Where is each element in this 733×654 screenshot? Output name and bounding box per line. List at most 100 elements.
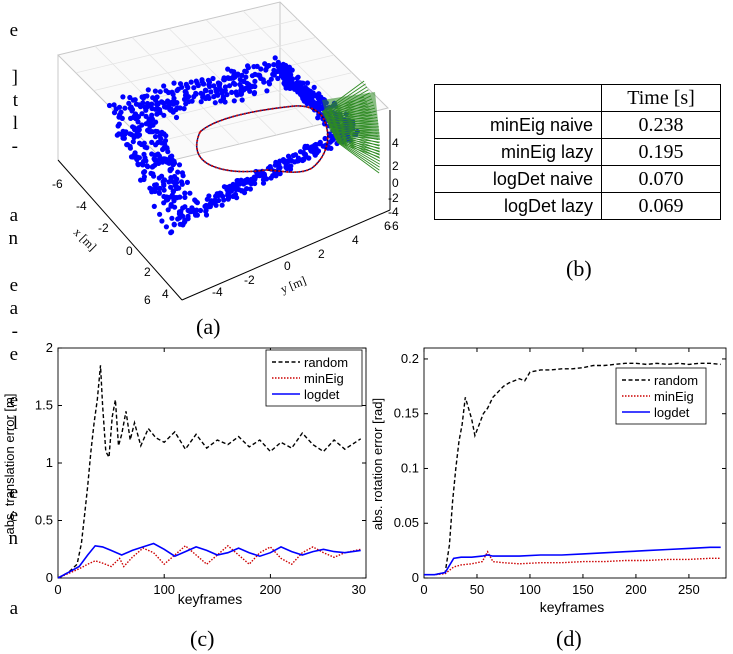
- point: [296, 158, 301, 163]
- point: [161, 83, 166, 88]
- point: [185, 214, 190, 219]
- x-tick-label: 200: [625, 582, 647, 597]
- point: [159, 218, 164, 223]
- point: [312, 143, 317, 148]
- point: [118, 110, 123, 115]
- point: [314, 149, 319, 154]
- point: [189, 80, 194, 85]
- point: [186, 94, 191, 99]
- point: [182, 195, 187, 200]
- x-tick-label: 50: [470, 582, 484, 597]
- translation-error-chart: 0 100 200 30 0 0.5 1 1.5 2 keyframes abs…: [0, 336, 370, 626]
- point: [266, 80, 271, 85]
- y-tick-label: 0.1: [401, 460, 419, 475]
- point: [180, 182, 185, 187]
- point: [134, 102, 139, 107]
- point: [255, 64, 260, 69]
- x-tick: -6: [52, 177, 63, 191]
- point: [152, 183, 157, 188]
- point: [195, 81, 200, 86]
- z-tick: -6: [388, 219, 399, 233]
- point: [153, 142, 158, 147]
- point: [150, 95, 155, 100]
- y-tick-label: 0.2: [401, 351, 419, 366]
- z-tick: 2: [392, 159, 399, 173]
- point: [187, 191, 192, 196]
- frustum-edge: [336, 141, 379, 154]
- point: [164, 105, 169, 110]
- point: [168, 168, 173, 173]
- caption-c: (c): [190, 626, 214, 652]
- point: [249, 84, 254, 89]
- y-tick: -4: [212, 285, 223, 299]
- margin-fragment: ]: [12, 67, 18, 89]
- point: [199, 99, 204, 104]
- point: [129, 154, 134, 159]
- point: [231, 69, 236, 74]
- x-tick-label: 200: [260, 582, 282, 597]
- x-axis-ticks: -6 -4 -2 0 2 4 6: [52, 177, 169, 307]
- z-tick: 4: [392, 136, 399, 150]
- point: [178, 222, 183, 227]
- point: [154, 102, 159, 107]
- point: [117, 105, 122, 110]
- point: [157, 186, 162, 191]
- method-cell: logDet naive: [435, 166, 602, 193]
- point: [250, 73, 255, 78]
- point: [194, 199, 199, 204]
- point: [145, 163, 150, 168]
- table-row: minEig naive 0.238: [435, 112, 721, 139]
- point: [281, 157, 286, 162]
- point: [157, 175, 162, 180]
- point: [159, 140, 164, 145]
- caption-b: (b): [566, 256, 592, 282]
- x-axis-label: x [m]: [71, 225, 100, 254]
- point: [168, 230, 173, 235]
- point: [166, 90, 171, 95]
- point: [210, 200, 215, 205]
- point: [191, 94, 196, 99]
- legend: random minEig logdet: [616, 368, 706, 424]
- point: [300, 157, 305, 162]
- point: [128, 106, 133, 111]
- legend-label: random: [304, 355, 348, 370]
- point: [206, 82, 211, 87]
- x-tick: 4: [162, 287, 169, 301]
- point: [229, 90, 234, 95]
- time-cell: 0.069: [602, 193, 721, 220]
- point: [128, 146, 133, 151]
- legend-label: random: [654, 373, 698, 388]
- x-tick-label: 250: [678, 582, 700, 597]
- point: [142, 105, 147, 110]
- point: [119, 132, 124, 137]
- point: [220, 203, 225, 208]
- point: [152, 156, 157, 161]
- y-tick-label: 0.05: [394, 515, 419, 530]
- point: [191, 85, 196, 90]
- x-tick: -4: [76, 199, 87, 213]
- margin-fragment: l: [13, 113, 18, 135]
- point: [157, 153, 162, 158]
- point: [157, 133, 162, 138]
- point: [177, 195, 182, 200]
- x-tick: 6: [144, 293, 151, 307]
- point: [183, 101, 188, 106]
- point: [226, 194, 231, 199]
- point: [174, 115, 179, 120]
- z-tick: -2: [388, 191, 399, 205]
- point: [260, 172, 265, 177]
- point: [231, 81, 236, 86]
- point: [182, 219, 187, 224]
- point: [153, 107, 158, 112]
- legend-label: logdet: [654, 405, 690, 420]
- point: [153, 134, 158, 139]
- z-tick: -4: [388, 205, 399, 219]
- point: [190, 99, 195, 104]
- point: [133, 111, 138, 116]
- point: [137, 141, 142, 146]
- point: [292, 86, 297, 91]
- point: [141, 177, 146, 182]
- point: [318, 140, 323, 145]
- point: [144, 145, 149, 150]
- point: [244, 86, 249, 91]
